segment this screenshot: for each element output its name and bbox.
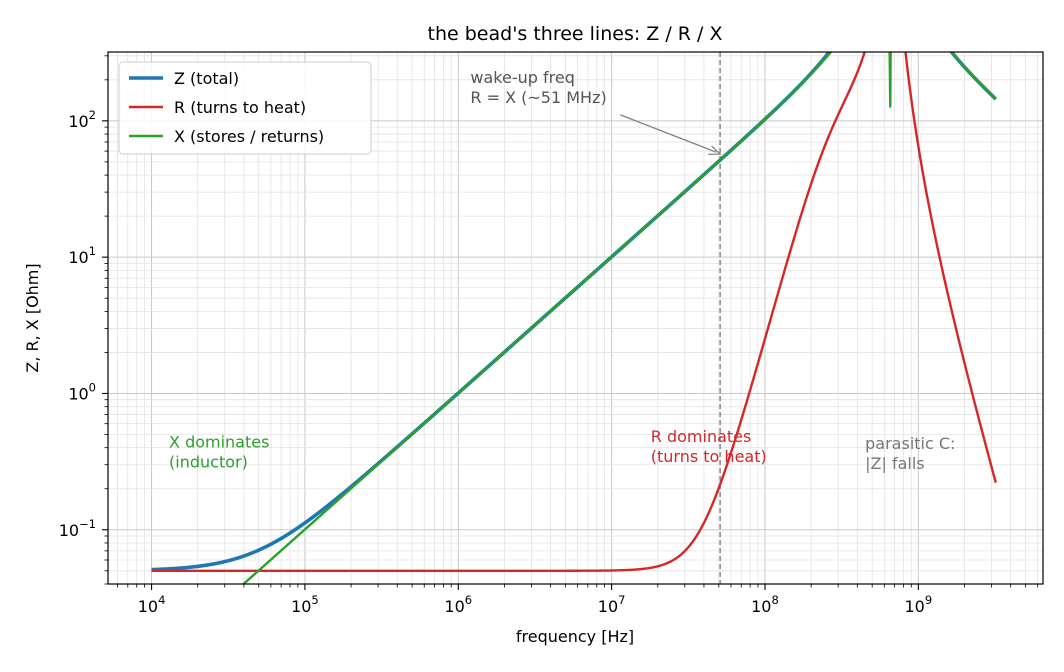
legend-entry-Z: Z (total)	[174, 69, 239, 88]
y-tick-label: 10−1	[59, 517, 96, 540]
annotation-xdom-line-1: X dominates	[169, 433, 269, 452]
x-tick-label: 109	[904, 593, 932, 616]
y-tick-label: 100	[68, 380, 96, 403]
annotation-arrow-head	[708, 145, 722, 155]
y-tick-label: 102	[68, 108, 96, 131]
y-axis-label: Z, R, X [Ohm]	[23, 263, 42, 372]
x-tick-label: 105	[291, 593, 319, 616]
legend-entry-R: R (turns to heat)	[174, 98, 306, 117]
chart-title: the bead's three lines: Z / R / X	[428, 23, 723, 45]
x-tick-label: 107	[598, 593, 626, 616]
plot-frame	[107, 51, 1044, 585]
series-X-line	[241, 52, 997, 584]
annotation-arrow-shaft	[620, 114, 717, 153]
x-axis-label: frequency [Hz]	[516, 627, 634, 646]
annotation-rdom-line-1: R dominates	[651, 427, 752, 446]
annotation-wake-line-2: R = X (~51 MHz)	[470, 88, 606, 107]
annotation-xdom-line-2: (inductor)	[169, 453, 248, 472]
annotation-parc-line-2: |Z| falls	[865, 454, 925, 473]
ticks: 104 105 106 107 108 109 10−1 100 101 102	[59, 55, 1039, 616]
series-R-line	[150, 52, 997, 572]
legend: Z (total) R (turns to heat) X (stores / re…	[118, 61, 372, 155]
annotation-rdom-line-2: (turns to heat)	[651, 447, 767, 466]
legend-box	[118, 61, 372, 155]
annotation-wake-line-1: wake-up freq	[470, 68, 574, 87]
series-layer	[150, 52, 998, 584]
x-tick-label: 104	[138, 593, 166, 616]
y-tick-label: 101	[68, 244, 96, 267]
legend-entry-X: X (stores / returns)	[174, 127, 324, 146]
x-tick-label: 106	[444, 593, 472, 616]
annotation-parc-line-1: parasitic C:	[865, 434, 955, 453]
x-tick-label: 108	[751, 593, 779, 616]
